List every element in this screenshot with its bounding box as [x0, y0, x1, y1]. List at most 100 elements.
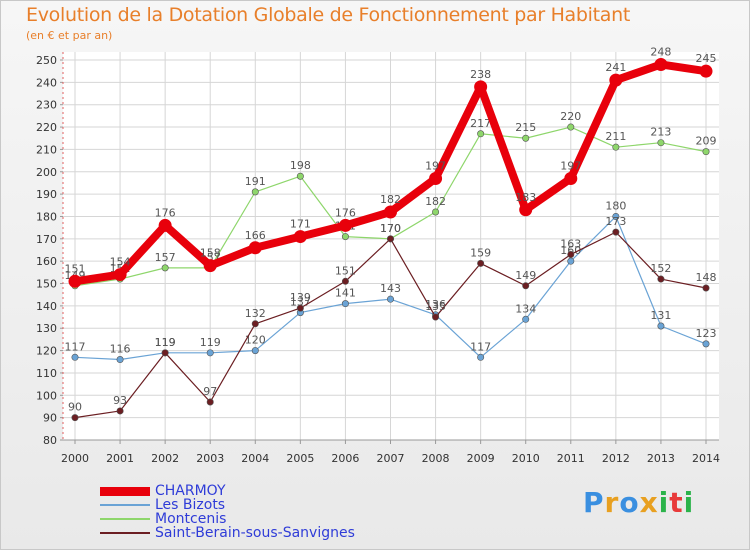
- y-tick-label: 250: [36, 54, 57, 67]
- data-label: 158: [200, 247, 221, 260]
- data-point: [657, 275, 665, 283]
- data-point: [386, 295, 394, 303]
- x-tick-label: 2010: [512, 452, 540, 465]
- series-saint-berain-sous-sanvignes: 90 93 119 97 132 139 151 170 135 159 149 163 173 152 1…: [68, 215, 717, 422]
- data-point: [158, 218, 172, 232]
- data-point: [296, 304, 304, 312]
- data-point: [432, 208, 440, 216]
- data-point: [522, 134, 530, 142]
- data-point: [113, 268, 127, 282]
- data-label: 117: [65, 340, 86, 353]
- data-point: [612, 143, 620, 151]
- legend-swatch-charmoy: [100, 487, 150, 496]
- data-label: 176: [155, 206, 176, 219]
- data-label: 149: [515, 269, 536, 282]
- logo-letter: i: [658, 486, 670, 519]
- data-label: 211: [605, 130, 626, 143]
- data-point: [522, 282, 530, 290]
- data-point: [203, 259, 217, 273]
- data-label: 134: [515, 302, 536, 315]
- data-point: [432, 313, 440, 321]
- y-tick-label: 140: [36, 300, 57, 313]
- data-label: 131: [650, 309, 671, 322]
- data-label: 241: [605, 61, 626, 74]
- legend-label-saint-berain: Saint-Berain-sous-Sanvignes: [155, 525, 355, 541]
- data-point: [68, 274, 82, 288]
- logo-letter: o: [619, 486, 640, 519]
- legend-swatch-les-bizots: [100, 504, 150, 506]
- data-point: [341, 300, 349, 308]
- x-tick-label: 2012: [602, 452, 630, 465]
- data-point: [567, 250, 575, 258]
- legend-swatch-saint-berain: [100, 532, 150, 534]
- proxiti-logo: Proxiti: [583, 486, 694, 519]
- data-point: [384, 205, 397, 219]
- data-label: 117: [470, 340, 491, 353]
- data-point: [519, 203, 533, 217]
- data-label: 154: [110, 256, 131, 269]
- data-point: [612, 212, 620, 220]
- data-label: 191: [245, 175, 266, 188]
- data-point: [699, 64, 713, 78]
- data-point: [251, 320, 259, 328]
- legend-label-les-bizots: Les Bizots: [155, 497, 226, 513]
- data-label: 180: [605, 199, 626, 212]
- data-label: 159: [470, 246, 491, 259]
- x-tick-label: 2004: [241, 452, 269, 465]
- data-label: 160: [560, 244, 581, 257]
- x-tick-label: 2011: [557, 452, 585, 465]
- data-point: [71, 414, 79, 422]
- data-point: [116, 356, 124, 364]
- data-point: [657, 139, 665, 147]
- data-point: [567, 123, 575, 131]
- data-label: 139: [290, 291, 311, 304]
- y-tick-label: 230: [36, 99, 57, 112]
- y-tick-label: 160: [36, 255, 57, 268]
- x-tick-label: 2014: [692, 452, 720, 465]
- legend-item-montcenis: Montcenis: [100, 512, 355, 526]
- data-label: 119: [155, 336, 176, 349]
- y-tick-label: 130: [36, 322, 57, 335]
- chart-title: Evolution de la Dotation Globale de Fonc…: [26, 4, 631, 26]
- data-point: [251, 188, 259, 196]
- data-label: 213: [650, 126, 671, 139]
- data-point: [386, 235, 394, 243]
- logo-letter: i: [683, 486, 695, 519]
- y-tick-label: 170: [36, 233, 57, 246]
- data-label: 209: [696, 135, 717, 148]
- data-label: 215: [515, 121, 536, 134]
- data-point: [71, 353, 79, 361]
- data-label: 97: [203, 385, 217, 398]
- x-tick-label: 2001: [106, 452, 134, 465]
- y-tick-label: 120: [36, 345, 57, 358]
- x-tick-label: 2008: [422, 452, 450, 465]
- x-tick-label: 2005: [286, 452, 314, 465]
- y-tick-label: 200: [36, 166, 57, 179]
- data-label: 170: [380, 222, 401, 235]
- data-label: 238: [470, 68, 491, 81]
- data-label: 170: [380, 222, 401, 235]
- data-point: [293, 230, 307, 244]
- data-label: 151: [65, 262, 86, 275]
- data-label: 173: [605, 215, 626, 228]
- data-label: 182: [425, 195, 446, 208]
- y-tick-label: 220: [36, 121, 57, 134]
- y-tick-label: 80: [43, 434, 57, 447]
- data-label: 245: [696, 52, 717, 65]
- y-tick-label: 110: [36, 367, 57, 380]
- y-tick-label: 150: [36, 278, 57, 291]
- data-point: [341, 233, 349, 241]
- data-label: 132: [245, 307, 266, 320]
- legend: CHARMOY Les Bizots Montcenis Saint-Berai…: [100, 484, 355, 540]
- data-label: 220: [560, 110, 581, 123]
- data-label: 163: [560, 237, 581, 250]
- data-label: 176: [335, 206, 356, 219]
- data-label: 119: [200, 336, 221, 349]
- legend-swatch-montcenis: [100, 518, 150, 520]
- data-label: 157: [155, 251, 176, 264]
- series-montcenis: 1491521571571911981711701822172152202112…: [65, 110, 717, 290]
- x-tick-label: 2000: [61, 452, 89, 465]
- data-label: 119: [155, 336, 176, 349]
- data-label: 116: [110, 343, 131, 356]
